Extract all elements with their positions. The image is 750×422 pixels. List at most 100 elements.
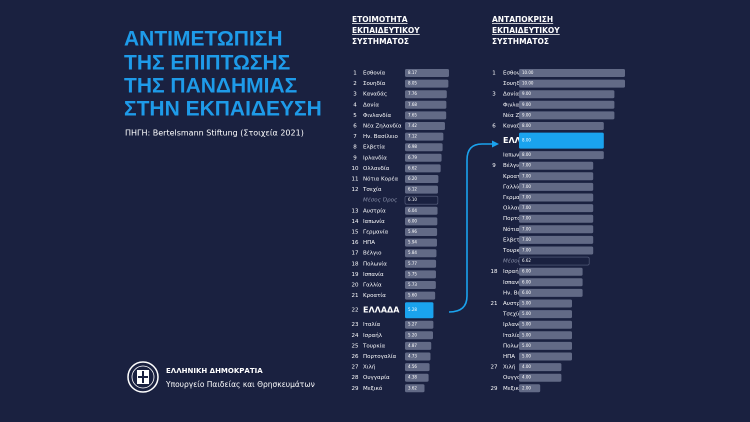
source: ΠΗΓΗ: Bertelsmann Stiftung (Στοιχεία 202…: [125, 129, 304, 138]
bar: [405, 111, 447, 120]
main-title-line: ΣΤΗΝ ΕΚΠΑΙΔΕΥΣΗ: [124, 98, 322, 121]
bar: [519, 310, 572, 319]
bar: [405, 331, 434, 340]
category-label: Αυστρία: [503, 300, 526, 307]
category-label: Δανία: [503, 91, 519, 98]
category-label: Γερμανία: [363, 229, 389, 236]
value-label: 10.00: [522, 81, 534, 86]
value-label: 9.00: [522, 91, 531, 96]
rank: 11: [352, 177, 359, 183]
category-label: Πολωνία: [503, 342, 527, 349]
bar: [519, 235, 594, 244]
category-label: ΕΛΛΑΔΑ: [363, 306, 400, 315]
column-title: ΕΚΠΑΙΔΕΥΤΙΚΟΥ: [492, 26, 560, 35]
value-label: 4.87: [408, 343, 417, 348]
value-label: 7.00: [522, 226, 531, 231]
value-label: 7.00: [522, 163, 531, 168]
main-title-line: ΑΝΤΙΜΕΤΩΠΙΣΗ: [124, 28, 283, 51]
category-label: Χιλή: [363, 364, 376, 371]
category-label: Γερμανία: [503, 194, 529, 201]
category-label: ΗΠΑ: [363, 240, 375, 246]
value-label: 7.00: [522, 195, 531, 200]
category-label: Ιρλανδία: [363, 154, 387, 161]
bar: [519, 363, 562, 372]
category-label: Εσθονία: [363, 70, 386, 77]
rank: 27: [491, 365, 498, 371]
bar: [405, 143, 443, 152]
bar: [519, 132, 604, 149]
value-label: 5.00: [522, 301, 531, 306]
category-label: Φινλανδία: [503, 101, 531, 108]
category-label: Ισπανία: [363, 271, 384, 278]
value-label: 5.28: [408, 307, 417, 312]
category-label: Ιταλία: [503, 332, 521, 339]
value-label: 6.62: [408, 165, 417, 170]
value-label: 7.68: [408, 102, 417, 107]
category-label: Σουηδία: [503, 80, 526, 87]
value-label: 6.12: [408, 187, 417, 192]
bar: [405, 153, 442, 162]
value-label: 8.17: [408, 70, 417, 75]
value-label: 6.00: [522, 269, 531, 274]
category-label: Ιαπωνία: [363, 218, 385, 225]
bar: [405, 175, 439, 183]
value-label: 5.27: [408, 322, 417, 327]
category-label: Γαλλία: [503, 183, 522, 190]
bar: [519, 79, 625, 88]
value-label: 5.20: [408, 332, 417, 337]
value-label: 5.00: [522, 354, 531, 359]
category-label: Ολλανδία: [503, 205, 530, 212]
rank: 16: [352, 240, 359, 246]
category-label: Νέα Ζηλανδία: [363, 123, 402, 130]
bar: [405, 79, 449, 88]
rank: 29: [352, 386, 359, 392]
rank: 22: [352, 308, 359, 314]
value-label: 6.20: [408, 176, 417, 181]
category-label: Δανία: [363, 101, 379, 108]
arrow-head: [492, 140, 499, 148]
rank: 28: [352, 375, 359, 381]
value-label: 6.10: [408, 197, 417, 202]
bar: [405, 320, 434, 329]
category-label: Καναδάς: [363, 91, 387, 98]
value-label: 7.00: [522, 216, 531, 221]
rank: 6: [353, 124, 357, 130]
value-label: 5.73: [408, 282, 417, 287]
emblem: [127, 361, 159, 393]
category-label: Νότια Κορέα: [363, 176, 398, 183]
value-label: 4.56: [408, 364, 417, 369]
value-label: 4.00: [522, 375, 531, 380]
column-title: ΕΤΟΙΜΟΤΗΤΑ: [352, 15, 408, 24]
bar: [519, 331, 572, 340]
category-label: Πορτογαλία: [363, 353, 397, 360]
footer-ministry: Υπουργείο Παιδείας και Θρησκευμάτων: [165, 380, 315, 389]
bar: [519, 225, 594, 234]
category-label: Ιρλανδία: [503, 321, 527, 328]
rank: 18: [352, 261, 359, 267]
value-label: 5.00: [522, 311, 531, 316]
rank: 26: [352, 354, 359, 360]
bar: [405, 291, 436, 300]
column-title: ΑΝΤΑΠΟΚΡΙΣΗ: [492, 15, 553, 24]
bar: [405, 132, 444, 141]
rank: 17: [352, 251, 359, 257]
rank: 3: [492, 92, 496, 98]
rank: 19: [352, 272, 359, 278]
value-label: 6.00: [522, 290, 531, 295]
column-title: ΣΥΣΤΗΜΑΤΟΣ: [492, 37, 549, 46]
value-label: 4.38: [408, 375, 417, 380]
rank: 13: [352, 208, 359, 214]
value-label: 4.00: [522, 364, 531, 369]
bar: [519, 122, 604, 130]
rank: 20: [352, 283, 359, 289]
rank: 1: [353, 71, 357, 77]
category-label: Κροατία: [503, 173, 526, 180]
bar: [405, 69, 449, 77]
rank: 25: [352, 343, 359, 349]
column-title: ΕΚΠΑΙΔΕΥΤΙΚΟΥ: [352, 26, 420, 35]
bar: [519, 111, 615, 120]
value-label: 5.60: [408, 293, 417, 298]
rank: 18: [491, 269, 498, 275]
